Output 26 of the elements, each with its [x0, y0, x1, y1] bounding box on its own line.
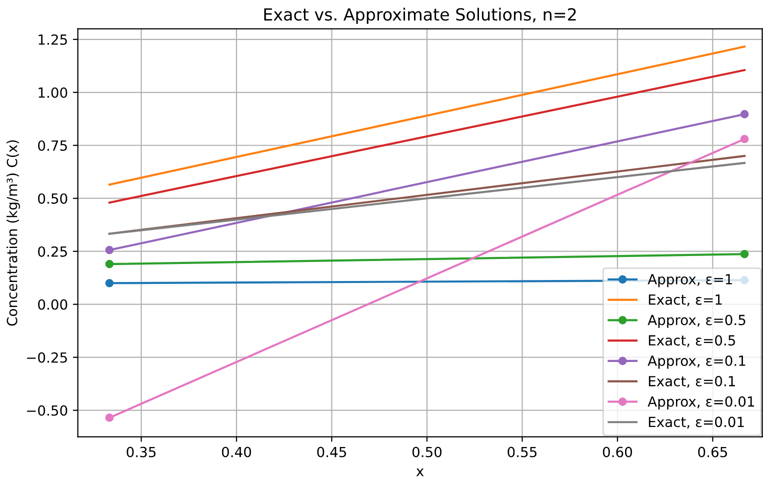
x-tick-label: 0.65 [698, 446, 727, 458]
x-tick-label: 0.40 [222, 446, 252, 458]
legend-label: Approx, ε=0.01 [648, 396, 754, 410]
legend-label: Approx, ε=0.1 [648, 356, 746, 369]
legend-label: Exact, ε=0.01 [648, 416, 744, 429]
legend-label: Approx, ε=0.5 [648, 314, 746, 328]
x-tick-label: 0.45 [317, 446, 346, 458]
y-tick-label: 1.00 [38, 87, 68, 98]
x-axis-title: x [416, 468, 424, 476]
x-tick-label: 0.50 [412, 446, 442, 458]
legend-label: Exact, ε=1 [648, 294, 722, 306]
x-tick-label: 0.55 [508, 446, 536, 458]
legend-label: Exact, ε=0.1 [648, 376, 735, 388]
y-tick-label: −0.25 [27, 352, 67, 363]
y-axis-title: Concentration (kg/m³) C(x) [6, 140, 20, 326]
y-tick-label: 0.00 [38, 299, 68, 310]
legend-label: Approx, ε=1 [648, 274, 732, 288]
y-tick-label: 1.25 [38, 34, 67, 45]
y-tick-label: −0.50 [27, 405, 68, 416]
y-tick-label: 0.75 [38, 140, 67, 151]
x-tick-label: 0.35 [126, 446, 156, 458]
y-tick-label: 0.25 [38, 246, 67, 257]
x-tick-label: 0.60 [602, 446, 632, 458]
legend-label: Exact, ε=0.5 [648, 335, 736, 348]
chart-title: Exact vs. Approximate Solutions, n=2 [264, 8, 576, 24]
y-tick-label: 0.50 [38, 193, 68, 204]
